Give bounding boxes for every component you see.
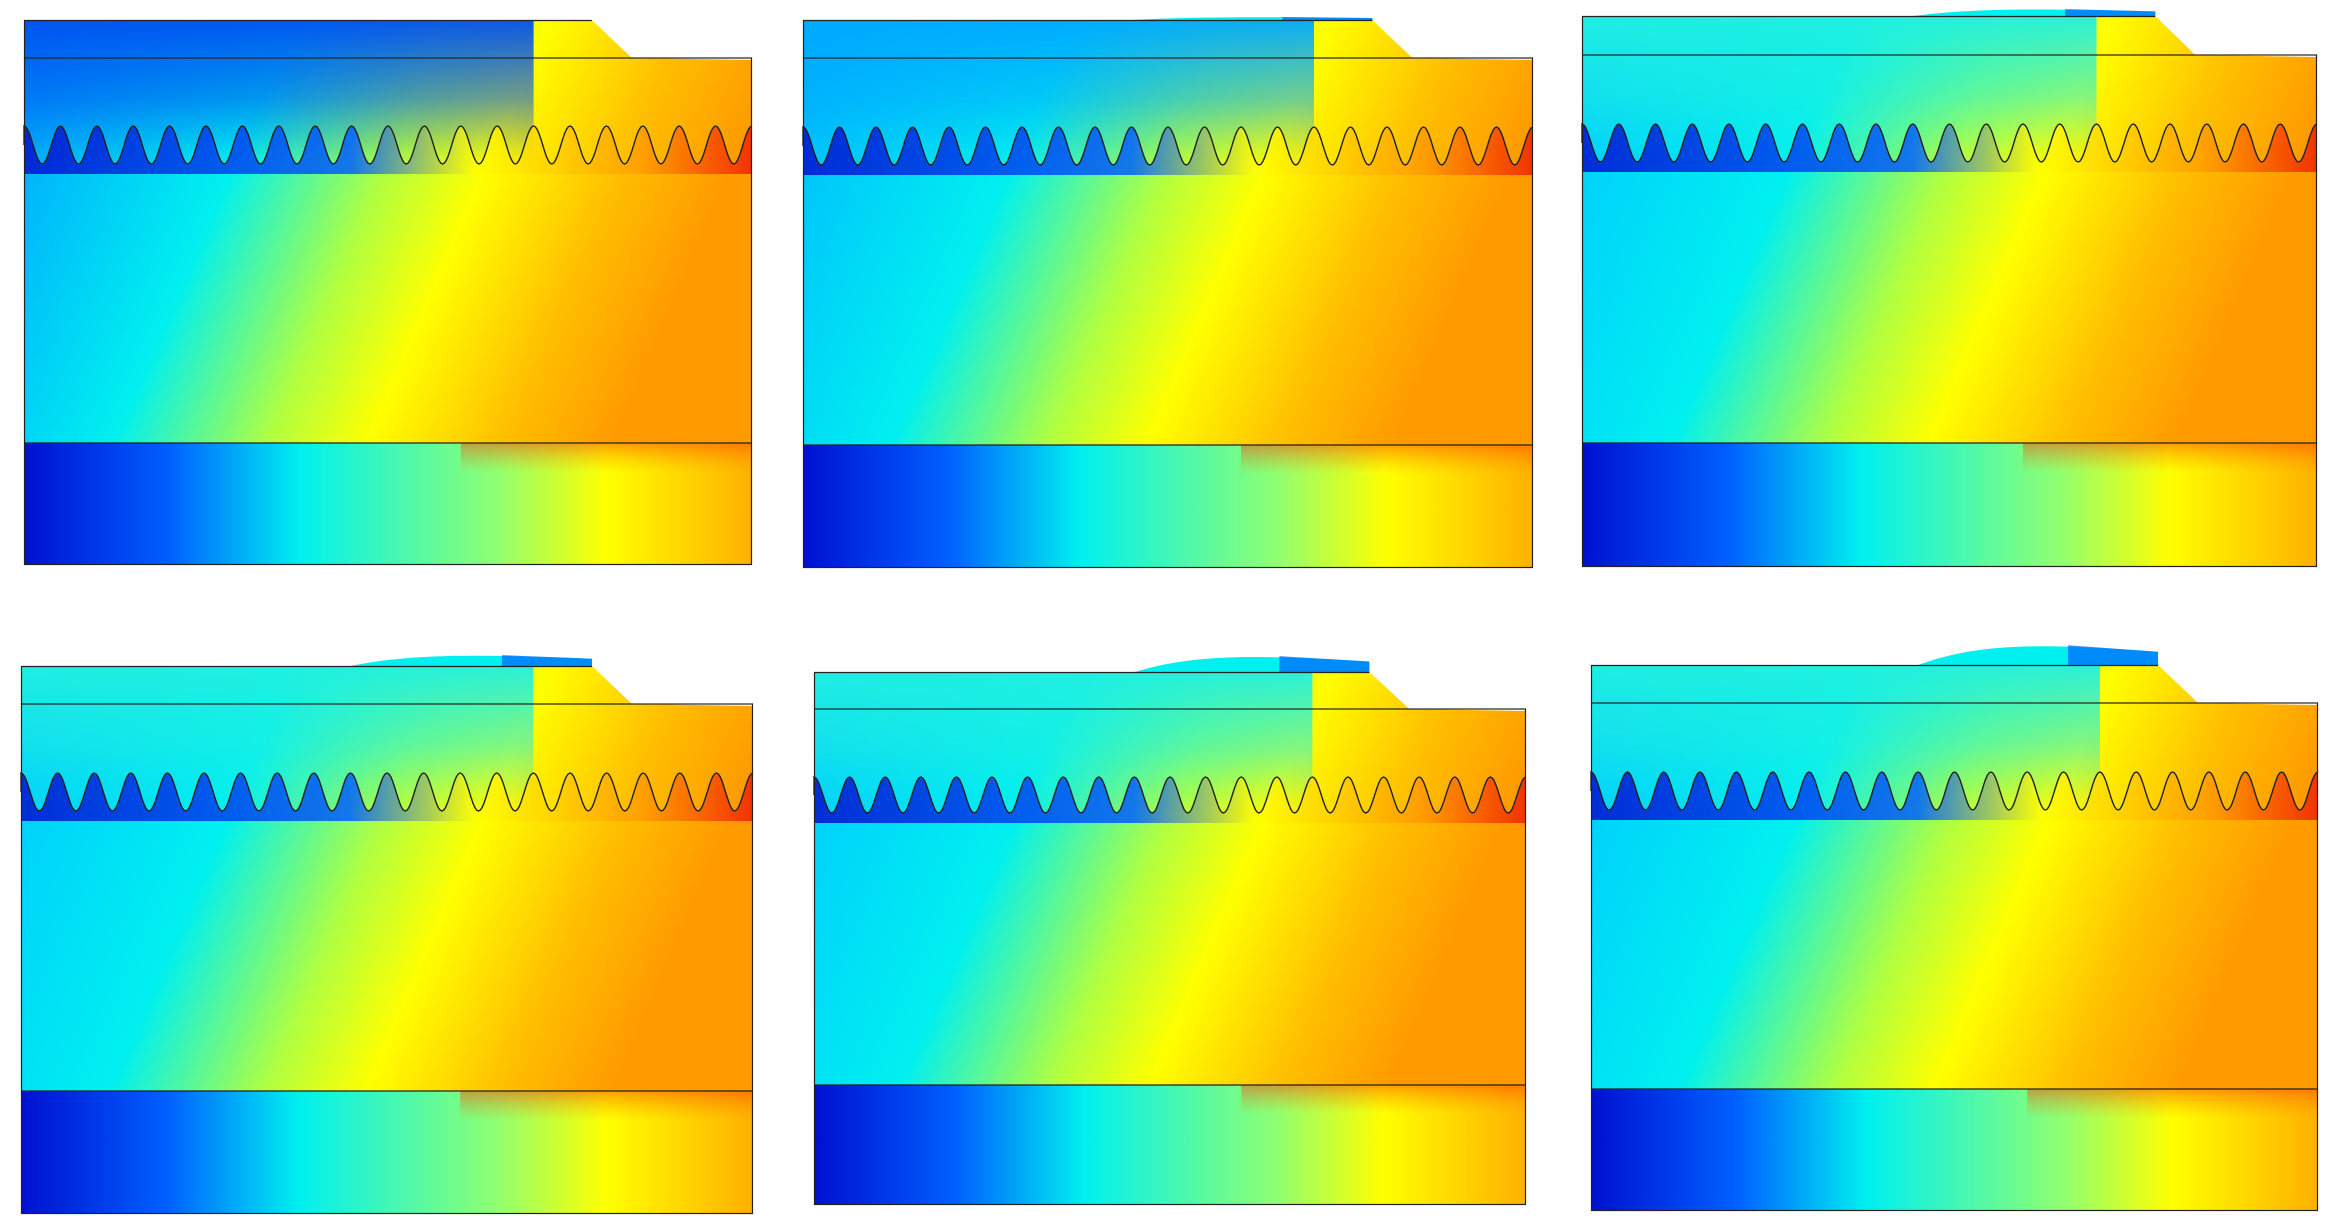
field-plot xyxy=(813,656,1527,1206)
interface-wave xyxy=(23,124,753,165)
domain-outline xyxy=(23,57,753,566)
surface-step xyxy=(2158,663,2318,705)
interface-band xyxy=(814,777,1526,823)
lower-layer-tint xyxy=(1241,445,1533,519)
interface-band xyxy=(21,773,753,821)
surface-bulge-shade xyxy=(2065,9,2156,16)
surface-step xyxy=(2155,14,2317,57)
surface-bulge-shade xyxy=(1282,17,1373,20)
surface-bulge-shade xyxy=(1279,656,1370,672)
domain-outline xyxy=(802,57,1534,569)
field-panel-3 xyxy=(1581,9,2318,568)
field-panel-4 xyxy=(20,655,754,1215)
field-plot xyxy=(802,17,1534,569)
domain-outline xyxy=(1590,702,2319,1212)
domain-outline xyxy=(20,703,754,1215)
field-plot xyxy=(23,18,753,566)
domain-outline xyxy=(1581,54,2318,568)
interface-wave xyxy=(20,771,754,812)
field-plot xyxy=(1581,9,2318,568)
field-panel-2 xyxy=(802,17,1534,569)
lower-layer-tint xyxy=(1241,1085,1526,1157)
field-panel-1 xyxy=(23,18,753,566)
interface-band xyxy=(1582,124,2317,172)
interface-wave xyxy=(802,125,1534,166)
surface-step xyxy=(1369,670,1526,711)
interface-band xyxy=(803,127,1533,175)
domain-outline xyxy=(813,708,1527,1206)
surface-step xyxy=(591,664,753,706)
surface-bulge-shade xyxy=(2068,645,2159,665)
lower-layer-tint xyxy=(2023,443,2317,518)
surface-step xyxy=(591,18,752,60)
interface-band xyxy=(24,126,752,174)
interface-wave xyxy=(813,775,1527,814)
lower-layer-tint xyxy=(460,1091,753,1165)
field-panel-5 xyxy=(813,656,1527,1206)
lower-layer-tint xyxy=(460,443,752,517)
field-plot xyxy=(20,655,754,1215)
lower-layer-tint xyxy=(2027,1089,2318,1163)
field-panel-6 xyxy=(1590,645,2319,1212)
interface-band xyxy=(1591,772,2318,820)
field-plot xyxy=(1590,645,2319,1212)
interface-wave xyxy=(1590,770,2319,811)
surface-step xyxy=(1372,18,1533,60)
surface-bulge-shade xyxy=(501,655,592,666)
interface-wave xyxy=(1581,122,2318,163)
